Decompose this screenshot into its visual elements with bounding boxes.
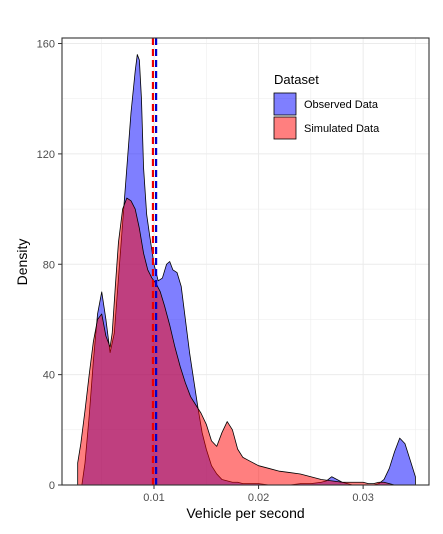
y-tick-label: 160	[37, 39, 55, 51]
mean-lines	[151, 38, 158, 485]
x-axis-title: Vehicle per second	[186, 505, 304, 521]
legend-key-observed	[273, 92, 297, 116]
x-tick-label: 0.02	[248, 492, 269, 504]
y-tick-label: 80	[43, 259, 55, 271]
legend-key-simulated	[273, 116, 297, 140]
legend-label-observed: Observed Data	[304, 99, 379, 111]
x-tick-label: 0.03	[352, 492, 373, 504]
panel-border	[61, 37, 430, 486]
y-tick-label: 40	[43, 370, 55, 382]
y-axis-title: Density	[14, 239, 30, 286]
legend-title: Dataset	[274, 72, 319, 87]
y-tick-label: 120	[37, 149, 55, 161]
legend-label-simulated: Simulated Data	[304, 123, 380, 135]
x-tick-label: 0.01	[143, 492, 164, 504]
axis-ticks: 0.01 0.02 0.03 0 40 80 120 160	[37, 39, 374, 504]
legend: Dataset Observed Data Simulated Data	[273, 72, 380, 140]
y-tick-label: 0	[49, 480, 55, 492]
